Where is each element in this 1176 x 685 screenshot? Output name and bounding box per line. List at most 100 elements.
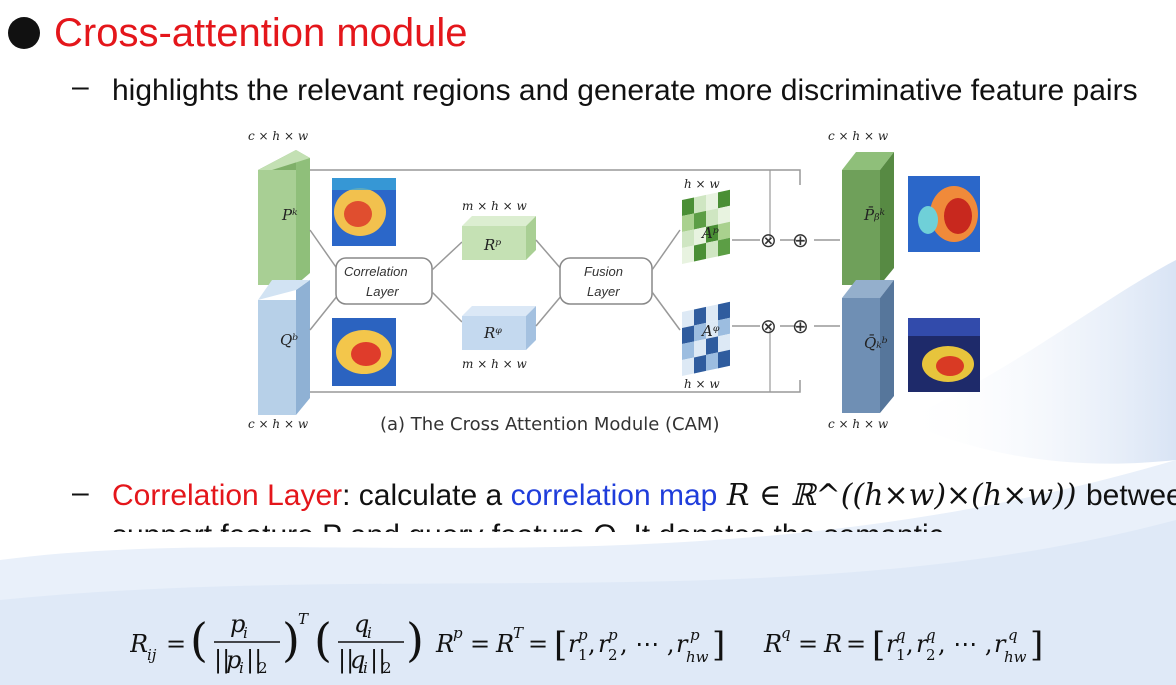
bottom-right-dim: c × h × w — [828, 417, 889, 431]
ap-dim: h × w — [684, 177, 720, 191]
qkb-heatmap-image — [908, 318, 980, 392]
svg-text:1: 1 — [578, 646, 588, 664]
svg-text:, ⋯ ,: , ⋯ , — [938, 630, 993, 658]
svg-text:=: = — [470, 630, 490, 658]
top-right-dim: c × h × w — [828, 130, 889, 143]
svg-text:(: ( — [314, 613, 332, 667]
add-op-top: ⊕ — [792, 230, 809, 252]
aq-attention-map — [682, 301, 730, 376]
qkb-label: Q̄ₖᵇ — [864, 334, 888, 352]
svg-text:,: , — [588, 630, 596, 658]
aq-dim: h × w — [684, 377, 720, 391]
ap-attention-map — [682, 189, 730, 264]
rp-cube — [462, 216, 536, 260]
svg-text:,: , — [906, 630, 914, 658]
svg-text:p: p — [226, 646, 241, 674]
fusion-line1: Fusion — [584, 264, 623, 279]
svg-text:r: r — [568, 630, 581, 658]
pk-heatmap-image — [332, 178, 396, 246]
svg-text:ij: ij — [147, 646, 157, 664]
ap-label: Aᵖ — [700, 224, 719, 242]
add-op-bottom: ⊕ — [792, 316, 809, 338]
svg-text:i: i — [239, 659, 244, 677]
svg-text:R: R — [130, 630, 148, 658]
svg-text:): ) — [282, 613, 300, 667]
svg-text:=: = — [798, 630, 818, 658]
svg-text:i: i — [367, 624, 372, 642]
svg-text:2: 2 — [926, 646, 936, 664]
svg-text:): ) — [406, 613, 424, 667]
svg-text:q: q — [781, 624, 791, 642]
fusion-layer-box — [559, 257, 653, 305]
svg-text:[: [ — [554, 625, 567, 665]
correlation-line2: Layer — [366, 284, 399, 299]
svg-text:||: || — [338, 646, 354, 675]
bullet-text-2-line2: support feature P and query feature Q. I… — [112, 519, 944, 532]
bullet-text-1: highlights the relevant regions and gene… — [112, 74, 1138, 107]
aq-label: Aᵠ — [700, 322, 720, 340]
svg-text:1: 1 — [896, 646, 906, 664]
svg-text:2: 2 — [258, 659, 268, 677]
rp-dim: m × h × w — [462, 199, 527, 213]
correlation-map-term: correlation map — [510, 479, 718, 512]
svg-text:hw: hw — [686, 648, 709, 666]
svg-text:]: ] — [712, 625, 725, 665]
rq-dim: m × h × w — [462, 357, 527, 371]
qb-feature-block — [258, 280, 310, 415]
svg-text:[: [ — [872, 625, 885, 665]
correlation-layer-box — [335, 257, 433, 305]
svg-text:q: q — [896, 626, 906, 644]
pbk-label: P̄ᵦᵏ — [863, 206, 886, 224]
svg-text:2: 2 — [382, 659, 392, 677]
correlation-layer-term: Correlation Layer — [112, 479, 343, 512]
figure-caption: (a) The Cross Attention Module (CAM) — [380, 414, 720, 435]
svg-text:, ⋯ ,: , ⋯ , — [620, 630, 675, 658]
svg-text:(: ( — [190, 613, 208, 667]
svg-text:r: r — [676, 630, 689, 658]
pbk-heatmap-image — [908, 176, 980, 252]
svg-text:=: = — [166, 630, 186, 658]
rq-label: Rᵠ — [483, 324, 502, 342]
bullet-text-2: Correlation Layer: calculate a correlati… — [112, 476, 1176, 532]
multiply-op-top: ⊗ — [760, 230, 777, 252]
svg-text:R: R — [763, 630, 782, 658]
svg-text:||: || — [246, 646, 262, 675]
pbk-output-block — [842, 152, 894, 285]
bottom-skip-line — [310, 380, 801, 393]
pk-feature-block — [258, 150, 310, 285]
svg-text:r: r — [886, 630, 899, 658]
svg-text:=: = — [528, 630, 548, 658]
svg-text:||: || — [370, 646, 386, 675]
svg-text:i: i — [243, 624, 248, 642]
svg-text:q: q — [926, 626, 936, 644]
title-bullet — [8, 17, 40, 49]
pk-label: Pᵏ — [281, 206, 298, 224]
svg-text:p: p — [578, 626, 588, 644]
cam-figure: c × h × w c × h × w c × h × w c × h × w … — [240, 129, 900, 440]
bullet-dash-1: – — [72, 70, 89, 103]
svg-text:R: R — [495, 630, 514, 658]
svg-text:hw: hw — [1004, 648, 1027, 666]
bottom-left-dim: c × h × w — [248, 417, 309, 431]
svg-text:2: 2 — [608, 646, 618, 664]
svg-text:]: ] — [1030, 625, 1043, 665]
svg-text:=: = — [846, 630, 866, 658]
svg-text:q: q — [1008, 626, 1018, 644]
qb-label: Qᵇ — [280, 331, 298, 349]
fusion-line2: Layer — [587, 284, 620, 299]
svg-text:r: r — [994, 630, 1007, 658]
bullet-dash-2: – — [72, 476, 89, 509]
rp-label: Rᵖ — [483, 236, 501, 254]
slide-title: Cross-attention module — [54, 10, 468, 55]
svg-text:R: R — [435, 630, 454, 658]
top-skip-line — [310, 169, 801, 185]
svg-text:r: r — [598, 630, 611, 658]
svg-text:T: T — [298, 610, 309, 628]
svg-text:q: q — [350, 646, 365, 674]
svg-text:q: q — [354, 610, 369, 638]
svg-text:R: R — [823, 630, 842, 658]
